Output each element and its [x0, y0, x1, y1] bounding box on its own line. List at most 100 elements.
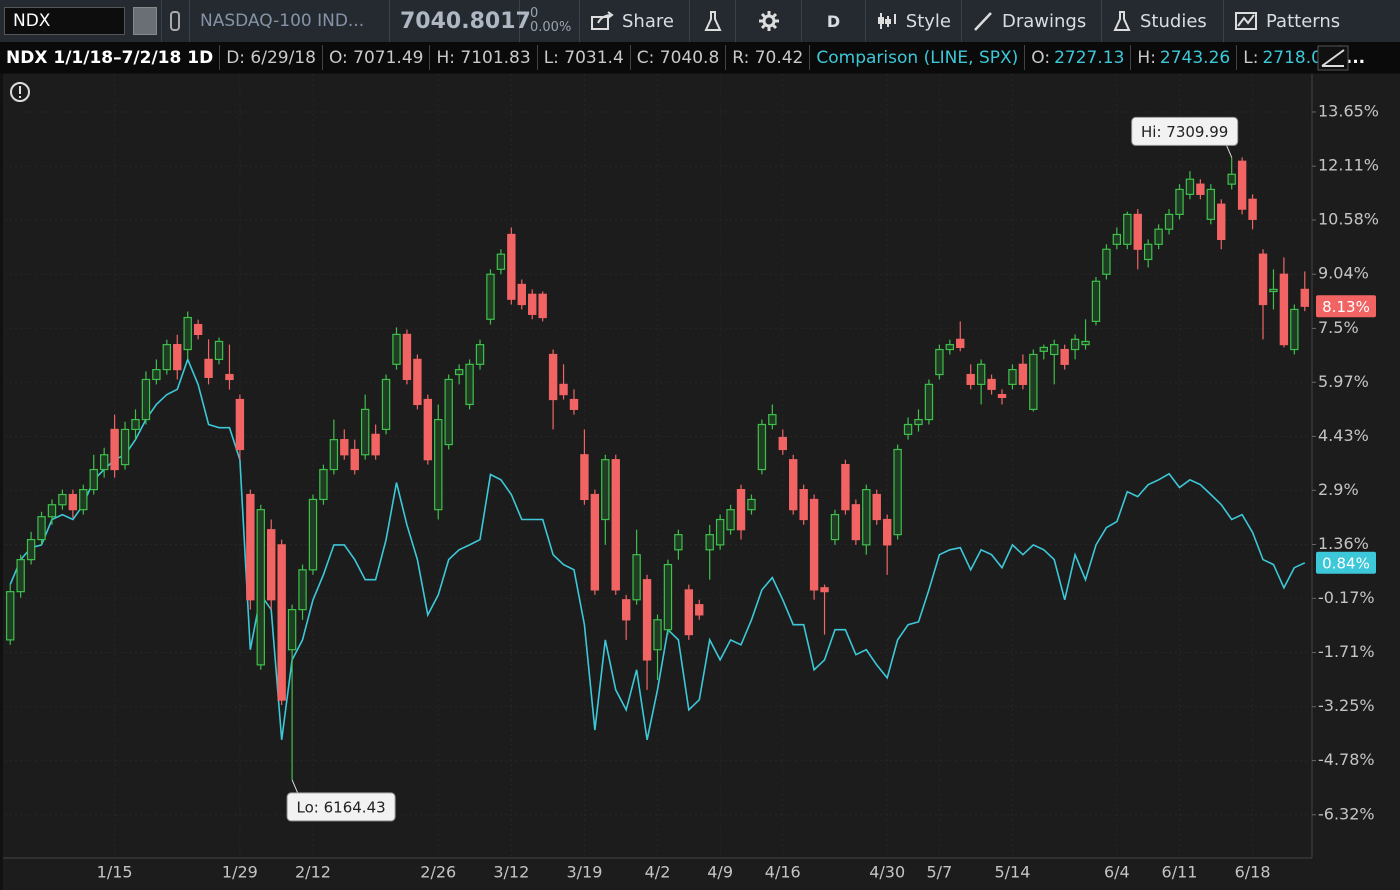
y-tick-label: -1.71%: [1318, 642, 1375, 661]
symbol-dropdown[interactable]: [132, 7, 157, 35]
candle-body: [1290, 308, 1299, 351]
candle-body: [799, 489, 808, 521]
candle-body: [413, 358, 422, 406]
x-tick-label: 2/26: [420, 863, 456, 882]
candle-body: [246, 493, 255, 601]
pct-change: 0.00%: [530, 20, 572, 35]
candle-body: [736, 489, 746, 531]
annotation-box: [286, 792, 396, 822]
style-label: Style: [905, 10, 951, 32]
candle-body: [1300, 288, 1309, 307]
share-button[interactable]: Share: [580, 0, 690, 42]
candle-body: [653, 619, 662, 651]
candle-body: [141, 378, 151, 421]
candle-body: [1227, 173, 1236, 185]
candle-body: [1112, 233, 1122, 245]
candle-body: [674, 534, 683, 551]
expand-icon[interactable]: [1317, 45, 1349, 71]
candle-body: [1123, 213, 1132, 245]
lab-button[interactable]: [690, 0, 736, 42]
stat: O: 7071.49: [323, 45, 431, 70]
stat: H: 7101.83: [430, 45, 538, 70]
y-tick-label: 9.04%: [1318, 264, 1369, 283]
alert-icon[interactable]: [10, 82, 30, 102]
candle-body: [976, 363, 986, 385]
candle-body: [914, 418, 923, 426]
symbol-selector[interactable]: NDX: [0, 0, 162, 42]
candle-body: [434, 418, 443, 511]
stat: C: 7040.8: [631, 45, 727, 70]
candle-body: [173, 344, 182, 371]
annotation-text: Hi: 7309.99: [1141, 123, 1228, 141]
candle-body: [966, 373, 975, 385]
candle-body: [611, 459, 620, 591]
change: 0 0.00%: [520, 0, 580, 42]
y-tick-label: -4.78%: [1318, 750, 1375, 769]
studies-button[interactable]: Studies: [1102, 0, 1224, 42]
candle-body: [1081, 340, 1090, 346]
drawings-button[interactable]: Drawings: [962, 0, 1102, 42]
candle-body: [830, 513, 840, 541]
candle-body: [882, 518, 892, 546]
more[interactable]: ...: [1345, 47, 1366, 68]
x-tick-label: 4/16: [765, 863, 801, 882]
candle-body: [267, 529, 276, 601]
candle-body: [757, 423, 767, 471]
candle-body: [997, 393, 1007, 399]
x-tick-label: 5/7: [927, 863, 953, 882]
stat-value: 2727.13: [1054, 47, 1125, 68]
candle-body: [1133, 213, 1142, 250]
patterns-button[interactable]: Patterns: [1224, 0, 1376, 42]
candle-body: [621, 599, 631, 621]
aggregation-button[interactable]: D: [802, 0, 866, 42]
candle-body: [903, 423, 913, 435]
candle-body: [162, 344, 172, 371]
candle-body: [99, 454, 109, 471]
candle-body: [26, 538, 36, 561]
candle-body: [663, 563, 673, 631]
candle-body: [68, 493, 78, 511]
net-change: 0: [530, 6, 539, 21]
annotation-box: [1131, 116, 1239, 146]
share-label: Share: [622, 10, 674, 32]
candle-body: [37, 516, 46, 541]
x-tick-label: 5/14: [994, 863, 1030, 882]
candle-body: [319, 468, 328, 501]
candle-body: [747, 498, 756, 511]
candle-body: [79, 489, 88, 511]
candle-body: [517, 283, 526, 306]
y-tick-label: 13.65%: [1318, 102, 1379, 121]
x-tick-label: 4/2: [645, 863, 671, 882]
candle-body: [528, 293, 537, 315]
price-axis: [1312, 74, 1400, 890]
candle-body: [89, 468, 98, 491]
patterns-label: Patterns: [1266, 10, 1341, 32]
link-icon[interactable]: [162, 0, 190, 42]
candle-body: [16, 559, 25, 593]
candle-body: [496, 253, 506, 270]
y-tick-label: 10.58%: [1318, 210, 1379, 229]
settings-button[interactable]: [736, 0, 802, 42]
stat-label: H:: [1137, 47, 1156, 68]
last-value-label: 8.13%: [1322, 298, 1370, 316]
symbol-input[interactable]: NDX: [4, 7, 125, 35]
candle-body: [590, 493, 600, 591]
candle-body: [538, 293, 547, 319]
candle-body: [287, 609, 297, 651]
stat-label: L:: [1243, 47, 1259, 68]
last-value-box: [1316, 295, 1376, 318]
candle-body: [872, 493, 881, 521]
candle-body: [705, 534, 714, 551]
candle-body: [381, 378, 391, 431]
y-tick-label: 7.5%: [1318, 318, 1359, 337]
candle-body: [841, 464, 850, 511]
style-icon: [878, 13, 896, 29]
style-button[interactable]: Style: [866, 0, 962, 42]
candle-body: [778, 436, 787, 451]
candle-body: [392, 333, 401, 365]
candle-body: [715, 518, 725, 546]
candle-body: [726, 509, 735, 531]
candle-body: [580, 454, 589, 501]
candle-body: [329, 439, 339, 471]
